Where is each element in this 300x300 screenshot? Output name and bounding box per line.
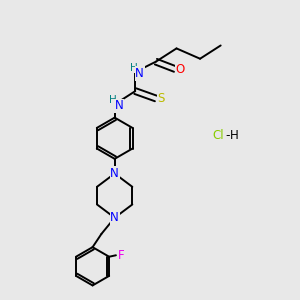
Text: S: S	[158, 92, 165, 105]
Text: O: O	[176, 62, 185, 76]
Text: -: -	[226, 129, 230, 142]
Text: N: N	[110, 167, 119, 180]
Text: N: N	[115, 99, 124, 112]
Text: Cl: Cl	[212, 129, 224, 142]
Text: H: H	[109, 95, 117, 105]
Text: F: F	[118, 249, 124, 262]
Text: H: H	[230, 129, 238, 142]
Text: H: H	[130, 63, 138, 73]
Text: N: N	[110, 211, 119, 224]
Text: N: N	[135, 67, 144, 80]
